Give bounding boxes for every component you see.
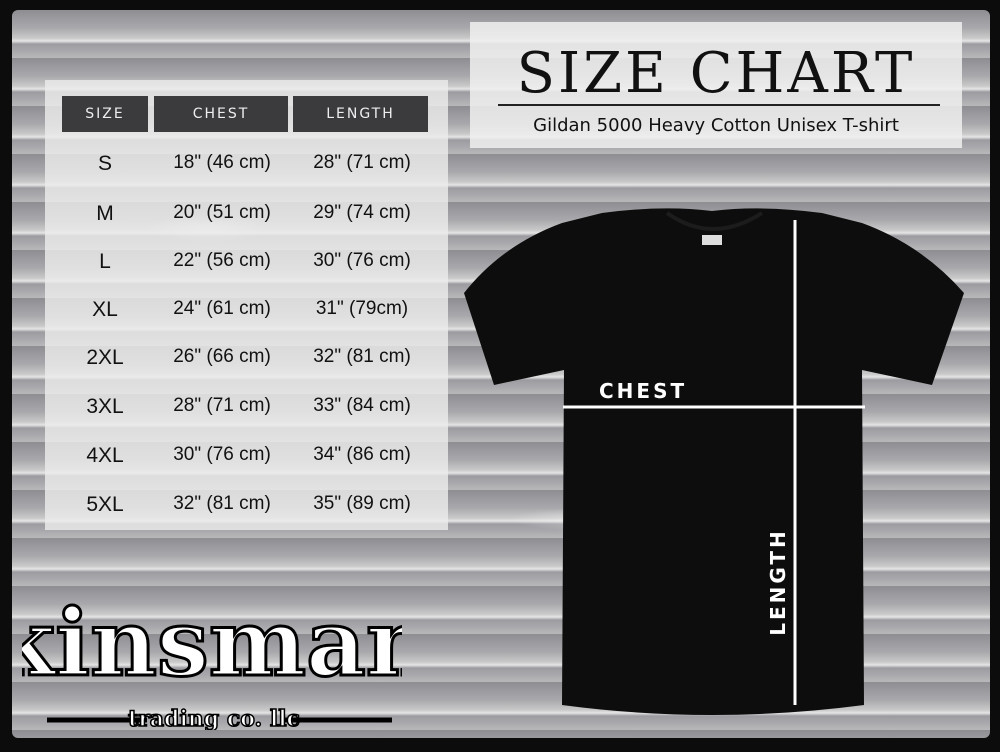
table-row: L 22" (56 cm) 30" (76 cm): [50, 242, 440, 282]
chest-cell: 20" (51 cm): [173, 202, 271, 223]
title-panel: SIZE CHART Gildan 5000 Heavy Cotton Unis…: [470, 22, 962, 148]
chest-cell: 24" (61 cm): [173, 298, 271, 319]
length-cell: 29" (74 cm): [313, 202, 411, 223]
tshirt-shape: [464, 208, 964, 715]
chest-cell: 22" (56 cm): [173, 250, 271, 271]
size-cell: 2XL: [86, 346, 124, 369]
chest-cell: 18" (46 cm): [173, 152, 271, 173]
table-row: M 20" (51 cm) 29" (74 cm): [50, 194, 440, 234]
length-label: LENGTH: [766, 528, 790, 636]
tshirt-diagram: [464, 208, 964, 715]
header-chest: CHEST: [154, 96, 288, 132]
length-cell: 33" (84 cm): [313, 395, 411, 416]
chest-cell: 32" (81 cm): [173, 493, 271, 514]
chest-cell: 26" (66 cm): [173, 346, 271, 367]
length-cell: 34" (86 cm): [313, 444, 411, 465]
title-divider: [498, 104, 940, 106]
size-table-panel: [45, 80, 448, 530]
chest-cell: 28" (71 cm): [173, 395, 271, 416]
page-title: SIZE CHART: [516, 41, 916, 106]
logo-tagline: trading co. llc: [128, 706, 300, 730]
length-cell: 35" (89 cm): [313, 493, 411, 514]
size-cell: XL: [92, 298, 118, 321]
length-cell: 30" (76 cm): [313, 250, 411, 271]
length-cell: 28" (71 cm): [313, 152, 411, 173]
table-row: 4XL 30" (76 cm) 34" (86 cm): [50, 436, 440, 476]
length-cell: 32" (81 cm): [313, 346, 411, 367]
tshirt-collar: [665, 211, 764, 231]
header-length: LENGTH: [293, 96, 428, 132]
size-cell: L: [99, 250, 111, 273]
size-cell: 4XL: [86, 444, 124, 467]
size-cell: 5XL: [86, 493, 124, 516]
header-size: SIZE: [62, 96, 148, 132]
table-row: XL 24" (61 cm) 31" (79cm): [50, 290, 440, 330]
kinsman-logo: kinsman trading co. llc: [22, 588, 402, 731]
size-cell: 3XL: [86, 395, 124, 418]
chest-cell: 30" (76 cm): [173, 444, 271, 465]
chest-label: CHEST: [599, 379, 688, 403]
length-cell: 31" (79cm): [315, 298, 409, 319]
tag-icon: [702, 235, 722, 245]
table-row: 3XL 28" (71 cm) 33" (84 cm): [50, 387, 440, 427]
logo-wordmark: kinsman: [22, 589, 402, 697]
size-cell: M: [96, 202, 114, 225]
table-row: 5XL 32" (81 cm) 35" (89 cm): [50, 485, 440, 525]
table-row: S 18" (46 cm) 28" (71 cm): [50, 144, 440, 184]
table-row: 2XL 26" (66 cm) 32" (81 cm): [50, 338, 440, 378]
subtitle: Gildan 5000 Heavy Cotton Unisex T-shirt: [533, 115, 899, 136]
size-cell: S: [97, 152, 112, 175]
